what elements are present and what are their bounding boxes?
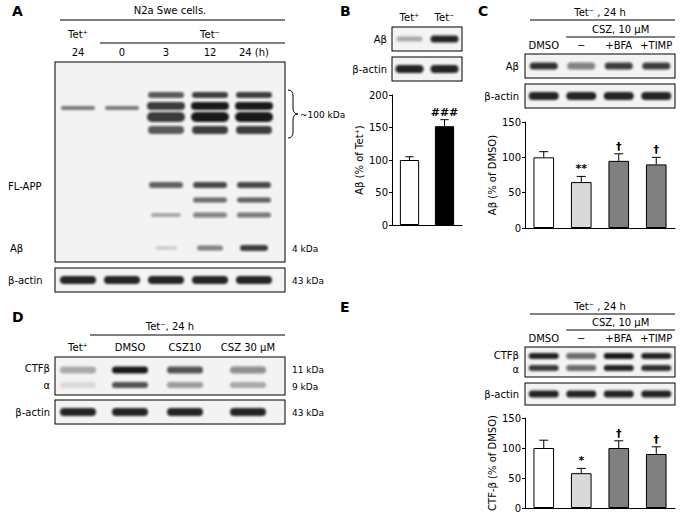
svg-text:24: 24	[72, 47, 85, 58]
svg-text:α: α	[512, 364, 519, 375]
svg-text:3: 3	[163, 47, 169, 58]
svg-text:B: B	[340, 3, 351, 19]
svg-text:~100 kDa: ~100 kDa	[300, 110, 345, 120]
svg-text:β-actin: β-actin	[484, 389, 519, 400]
svg-text:Aβ (% of DMSO): Aβ (% of DMSO)	[487, 135, 498, 215]
svg-text:100: 100	[369, 155, 388, 166]
svg-text:200: 200	[369, 90, 388, 101]
svg-text:24 (h): 24 (h)	[239, 47, 269, 58]
svg-text:Tet⁺: Tet⁺	[399, 12, 420, 23]
svg-text:CSZ, 10 μM: CSZ, 10 μM	[592, 317, 649, 328]
svg-text:E: E	[340, 299, 350, 315]
svg-text:CSZ 30 μM: CSZ 30 μM	[221, 342, 275, 353]
svg-text:Tet⁻ , 24 h: Tet⁻ , 24 h	[573, 7, 626, 18]
svg-text:+BFA: +BFA	[605, 40, 632, 51]
svg-text:43 kDa: 43 kDa	[292, 408, 324, 418]
svg-text:CTF-β (% of DMSO): CTF-β (% of DMSO)	[487, 415, 498, 511]
svg-text:Tet⁺: Tet⁺	[67, 342, 88, 353]
svg-text:Aβ: Aβ	[10, 243, 23, 254]
svg-text:Aβ (% of Tet⁺): Aβ (% of Tet⁺)	[354, 125, 365, 195]
svg-text:9 kDa: 9 kDa	[292, 382, 318, 392]
svg-text:C: C	[478, 3, 488, 19]
svg-text:†: †	[654, 433, 660, 446]
svg-text:D: D	[12, 309, 24, 325]
svg-text:150: 150	[502, 413, 521, 424]
svg-text:100: 100	[502, 443, 521, 454]
svg-text:+TIMP: +TIMP	[640, 40, 672, 51]
svg-text:DMSO: DMSO	[528, 333, 559, 344]
svg-text:CTFβ: CTFβ	[494, 350, 519, 361]
svg-text:−: −	[577, 40, 585, 51]
svg-text:N2a Swe cells.: N2a Swe cells.	[134, 5, 207, 16]
svg-text:DMSO: DMSO	[528, 40, 559, 51]
svg-text:50: 50	[508, 187, 521, 198]
svg-text:Tet⁻ , 24 h: Tet⁻ , 24 h	[573, 301, 626, 312]
svg-text:†: †	[616, 427, 622, 440]
svg-text:150: 150	[369, 122, 388, 133]
svg-text:Tet⁻: Tet⁻	[199, 29, 220, 40]
svg-text:4 kDa: 4 kDa	[292, 244, 318, 254]
svg-text:Aβ: Aβ	[374, 34, 387, 45]
svg-text:###: ###	[431, 106, 459, 119]
svg-text:50: 50	[508, 473, 521, 484]
svg-text:†: †	[654, 143, 660, 156]
svg-text:β-actin: β-actin	[15, 407, 50, 418]
svg-text:11 kDa: 11 kDa	[292, 365, 324, 375]
svg-text:−: −	[577, 333, 585, 344]
svg-text:DMSO: DMSO	[115, 342, 146, 353]
svg-text:0: 0	[515, 223, 521, 234]
svg-text:+BFA: +BFA	[605, 333, 632, 344]
svg-text:Tet⁻, 24 h: Tet⁻, 24 h	[145, 321, 194, 332]
svg-text:CSZ, 10 μM: CSZ, 10 μM	[592, 24, 649, 35]
svg-text:FL-APP: FL-APP	[8, 181, 41, 192]
svg-text:α: α	[43, 380, 50, 391]
svg-text:50: 50	[375, 187, 388, 198]
svg-text:β-actin: β-actin	[8, 275, 43, 286]
svg-text:150: 150	[502, 117, 521, 128]
svg-text:β-actin: β-actin	[484, 91, 519, 102]
svg-text:+TIMP: +TIMP	[640, 333, 672, 344]
svg-text:CTFβ: CTFβ	[25, 363, 50, 374]
svg-text:Aβ: Aβ	[506, 61, 519, 72]
svg-text:A: A	[12, 3, 23, 19]
svg-text:β-actin: β-actin	[352, 64, 387, 75]
svg-text:43 kDa: 43 kDa	[292, 276, 324, 286]
svg-text:12: 12	[204, 47, 217, 58]
svg-text:*: *	[578, 454, 584, 467]
svg-text:Tet⁺: Tet⁺	[67, 29, 88, 40]
svg-text:0: 0	[382, 220, 388, 231]
svg-text:0: 0	[515, 503, 521, 514]
svg-text:0: 0	[119, 47, 125, 58]
svg-text:†: †	[616, 140, 622, 153]
svg-text:CSZ10: CSZ10	[169, 342, 202, 353]
svg-text:**: **	[575, 162, 587, 175]
svg-text:100: 100	[502, 152, 521, 163]
svg-text:Tet⁻: Tet⁻	[434, 12, 455, 23]
